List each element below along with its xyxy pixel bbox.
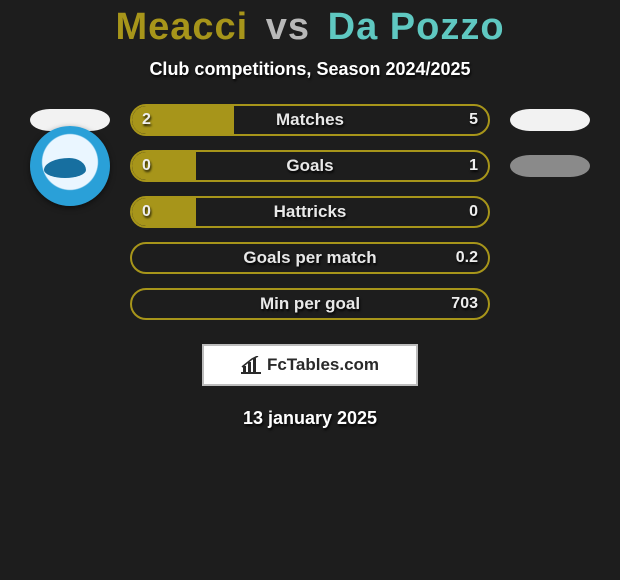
stat-row: 0 Goals 1 [20,150,600,182]
stat-right-value: 5 [459,106,488,134]
stat-right-value: 0.2 [446,244,488,272]
right-badge-slot [500,107,600,133]
stat-label: Goals per match [132,244,488,272]
stat-bar: 0 Hattricks 0 [130,196,490,228]
left-badge-slot [20,291,120,317]
stat-left-value: 0 [132,152,161,180]
stat-bar: Min per goal 703 [130,288,490,320]
placeholder-icon [510,155,590,177]
comparison-card: Meacci vs Da Pozzo Club competitions, Se… [0,0,620,429]
brand-box[interactable]: FcTables.com [202,344,418,386]
player1-name: Meacci [115,6,248,48]
stat-right-value: 0 [459,198,488,226]
stat-bar: Goals per match 0.2 [130,242,490,274]
right-badge-slot [500,199,600,225]
stat-left-value: 0 [132,198,161,226]
stat-bar: 0 Goals 1 [130,150,490,182]
stat-left-value [132,290,152,318]
subtitle: Club competitions, Season 2024/2025 [0,59,620,80]
stat-right-value: 703 [441,290,488,318]
stat-row: Goals per match 0.2 [20,242,600,274]
page-title: Meacci vs Da Pozzo [0,6,620,49]
left-badge-slot [20,245,120,271]
vs-label: vs [266,6,310,48]
stat-row: 2 Matches 5 [20,104,600,136]
date-label: 13 january 2025 [0,408,620,429]
stat-bar: 2 Matches 5 [130,104,490,136]
brand-text: FcTables.com [267,355,379,375]
right-badge-slot [500,153,600,179]
right-badge-slot [500,245,600,271]
player2-name: Da Pozzo [328,6,505,48]
stat-row: 0 Hattricks 0 [20,196,600,228]
stat-left-value [132,244,152,272]
stats-list: 2 Matches 5 0 Goals 1 0 Hattri [0,104,620,320]
left-badge-slot [20,153,120,179]
placeholder-icon [510,109,590,131]
team-logo-icon [30,126,110,206]
stat-right-value: 1 [459,152,488,180]
stat-left-value: 2 [132,106,161,134]
right-badge-slot [500,291,600,317]
stat-label: Min per goal [132,290,488,318]
stat-row: Min per goal 703 [20,288,600,320]
bar-chart-icon [241,356,261,374]
